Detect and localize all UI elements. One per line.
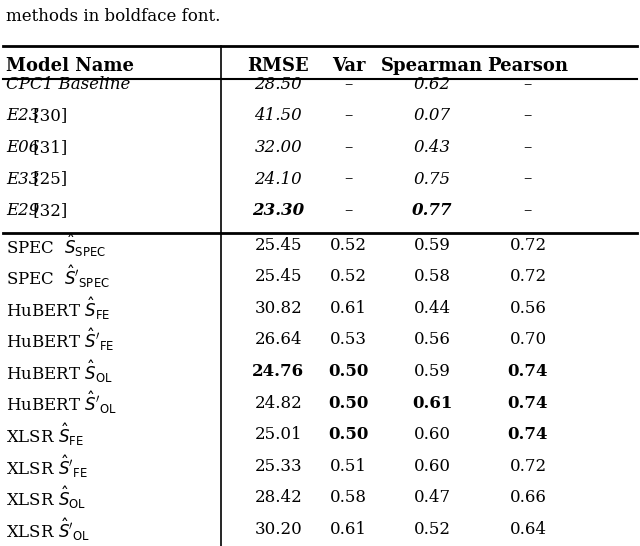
Text: Spearman: Spearman xyxy=(381,57,483,75)
Text: 28.42: 28.42 xyxy=(255,489,302,506)
Text: 0.72: 0.72 xyxy=(509,458,547,474)
Text: –: – xyxy=(524,202,532,219)
Text: –: – xyxy=(524,108,532,124)
Text: 32.00: 32.00 xyxy=(255,139,302,156)
Text: XLSR $\hat{S}'_{\mathrm{OL}}$: XLSR $\hat{S}'_{\mathrm{OL}}$ xyxy=(6,516,91,543)
Text: 0.43: 0.43 xyxy=(413,139,451,156)
Text: 0.47: 0.47 xyxy=(413,489,451,506)
Text: 30.20: 30.20 xyxy=(255,521,302,538)
Text: 0.70: 0.70 xyxy=(509,331,547,348)
Text: –: – xyxy=(344,170,353,187)
Text: 30.82: 30.82 xyxy=(255,300,302,317)
Text: 26.64: 26.64 xyxy=(255,331,302,348)
Text: Model Name: Model Name xyxy=(6,57,134,75)
Text: 0.61: 0.61 xyxy=(330,521,367,538)
Text: –: – xyxy=(524,76,532,93)
Text: 0.07: 0.07 xyxy=(413,108,451,124)
Text: 0.74: 0.74 xyxy=(508,395,548,412)
Text: [32]: [32] xyxy=(29,202,68,219)
Text: 0.56: 0.56 xyxy=(413,331,451,348)
Text: 0.60: 0.60 xyxy=(413,426,451,443)
Text: 0.74: 0.74 xyxy=(508,363,548,380)
Text: HuBERT $\hat{S}_{\mathrm{FE}}$: HuBERT $\hat{S}_{\mathrm{FE}}$ xyxy=(6,295,111,322)
Text: XLSR $\hat{S}_{\mathrm{FE}}$: XLSR $\hat{S}_{\mathrm{FE}}$ xyxy=(6,422,84,448)
Text: 0.59: 0.59 xyxy=(413,363,451,380)
Text: XLSR $\hat{S}_{\mathrm{OL}}$: XLSR $\hat{S}_{\mathrm{OL}}$ xyxy=(6,484,86,511)
Text: E29: E29 xyxy=(6,202,40,219)
Text: SPEC  $\hat{S}'_{\mathrm{SPEC}}$: SPEC $\hat{S}'_{\mathrm{SPEC}}$ xyxy=(6,264,110,290)
Text: 0.56: 0.56 xyxy=(509,300,547,317)
Text: 0.53: 0.53 xyxy=(330,331,367,348)
Text: HuBERT $\hat{S}'_{\mathrm{FE}}$: HuBERT $\hat{S}'_{\mathrm{FE}}$ xyxy=(6,327,115,353)
Text: 0.52: 0.52 xyxy=(413,521,451,538)
Text: [30]: [30] xyxy=(29,108,68,124)
Text: 0.50: 0.50 xyxy=(328,426,369,443)
Text: 24.82: 24.82 xyxy=(255,395,302,412)
Text: HuBERT $\hat{S}_{\mathrm{OL}}$: HuBERT $\hat{S}_{\mathrm{OL}}$ xyxy=(6,358,113,385)
Text: 0.75: 0.75 xyxy=(413,170,451,187)
Text: 0.77: 0.77 xyxy=(412,202,452,219)
Text: 41.50: 41.50 xyxy=(255,108,302,124)
Text: XLSR $\hat{S}'_{\mathrm{FE}}$: XLSR $\hat{S}'_{\mathrm{FE}}$ xyxy=(6,453,88,479)
Text: –: – xyxy=(524,170,532,187)
Text: –: – xyxy=(344,139,353,156)
Text: E23: E23 xyxy=(6,108,40,124)
Text: 0.50: 0.50 xyxy=(328,363,369,380)
Text: 28.50: 28.50 xyxy=(255,76,302,93)
Text: 25.45: 25.45 xyxy=(255,237,302,254)
Text: 25.33: 25.33 xyxy=(255,458,302,474)
Text: 0.58: 0.58 xyxy=(413,269,451,286)
Text: –: – xyxy=(344,108,353,124)
Text: E33: E33 xyxy=(6,170,40,187)
Text: –: – xyxy=(524,139,532,156)
Text: E06: E06 xyxy=(6,139,40,156)
Text: 25.01: 25.01 xyxy=(255,426,302,443)
Text: 23.30: 23.30 xyxy=(252,202,305,219)
Text: 0.52: 0.52 xyxy=(330,269,367,286)
Text: 0.74: 0.74 xyxy=(508,426,548,443)
Text: 0.72: 0.72 xyxy=(509,237,547,254)
Text: 0.72: 0.72 xyxy=(509,269,547,286)
Text: RMSE: RMSE xyxy=(248,57,309,75)
Text: SPEC  $\hat{S}_{\mathrm{SPEC}}$: SPEC $\hat{S}_{\mathrm{SPEC}}$ xyxy=(6,232,106,259)
Text: –: – xyxy=(344,202,353,219)
Text: [31]: [31] xyxy=(29,139,68,156)
Text: 0.59: 0.59 xyxy=(413,237,451,254)
Text: 0.51: 0.51 xyxy=(330,458,367,474)
Text: 0.61: 0.61 xyxy=(412,395,452,412)
Text: methods in boldface font.: methods in boldface font. xyxy=(6,8,221,25)
Text: 0.64: 0.64 xyxy=(509,521,547,538)
Text: Var: Var xyxy=(332,57,365,75)
Text: 0.50: 0.50 xyxy=(328,395,369,412)
Text: 24.10: 24.10 xyxy=(255,170,302,187)
Text: 25.45: 25.45 xyxy=(255,269,302,286)
Text: 0.52: 0.52 xyxy=(330,237,367,254)
Text: 0.66: 0.66 xyxy=(509,489,547,506)
Text: HuBERT $\hat{S}'_{\mathrm{OL}}$: HuBERT $\hat{S}'_{\mathrm{OL}}$ xyxy=(6,390,117,417)
Text: 24.76: 24.76 xyxy=(252,363,305,380)
Text: 0.60: 0.60 xyxy=(413,458,451,474)
Text: [25]: [25] xyxy=(29,170,68,187)
Text: –: – xyxy=(344,76,353,93)
Text: 0.62: 0.62 xyxy=(413,76,451,93)
Text: CPC1 Baseline: CPC1 Baseline xyxy=(6,76,131,93)
Text: 0.61: 0.61 xyxy=(330,300,367,317)
Text: Pearson: Pearson xyxy=(488,57,568,75)
Text: 0.58: 0.58 xyxy=(330,489,367,506)
Text: 0.44: 0.44 xyxy=(413,300,451,317)
